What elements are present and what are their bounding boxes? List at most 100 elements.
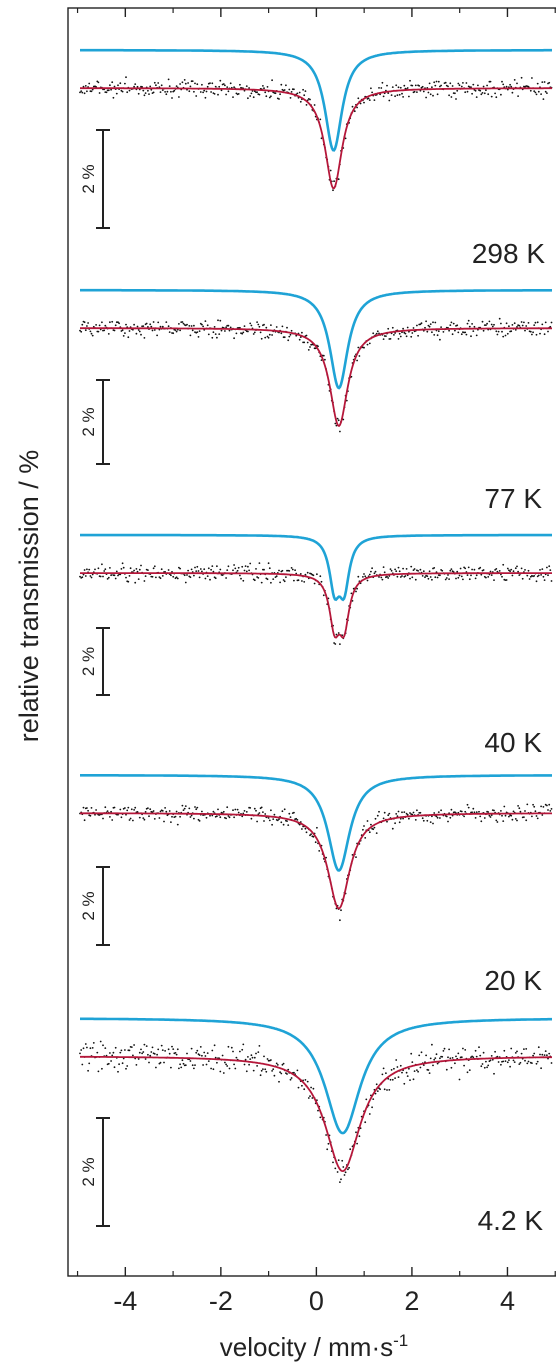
- data-point: [413, 1070, 416, 1072]
- data-point: [479, 1054, 482, 1057]
- data-point: [145, 1045, 148, 1047]
- data-point: [546, 566, 548, 569]
- data-point: [288, 812, 291, 815]
- data-point: [265, 1070, 268, 1073]
- data-point: [133, 809, 136, 811]
- data-point: [249, 1058, 252, 1060]
- data-point: [467, 566, 470, 569]
- data-point: [539, 569, 541, 571]
- data-point: [376, 330, 379, 333]
- data-point: [198, 820, 201, 822]
- data-point: [420, 1051, 423, 1054]
- data-point: [406, 813, 409, 816]
- data-point: [253, 579, 256, 582]
- data-point: [479, 815, 482, 818]
- data-point: [406, 87, 409, 89]
- data-point: [505, 579, 508, 581]
- data-point: [184, 1064, 187, 1067]
- scale-bar-label: 2 %: [79, 164, 98, 193]
- data-point: [184, 82, 187, 85]
- data-point: [390, 94, 393, 96]
- data-point: [128, 330, 131, 332]
- data-point: [189, 576, 192, 579]
- data-point: [318, 850, 321, 852]
- data-point: [504, 1060, 507, 1062]
- data-point: [478, 810, 480, 813]
- data-point: [477, 84, 479, 87]
- data-point: [198, 330, 201, 332]
- data-point: [219, 319, 222, 322]
- data-point: [240, 577, 242, 580]
- data-point: [174, 815, 177, 818]
- data-point: [178, 96, 180, 98]
- data-point: [283, 336, 286, 339]
- data-point: [312, 574, 315, 577]
- data-point: [413, 90, 416, 93]
- data-point: [88, 1062, 91, 1065]
- data-point: [420, 322, 423, 325]
- data-point: [516, 82, 518, 85]
- data-point: [237, 566, 240, 569]
- data-point: [482, 85, 485, 88]
- data-point: [170, 1066, 172, 1069]
- data-point: [414, 84, 417, 87]
- data-point: [193, 90, 195, 93]
- data-point: [82, 1047, 85, 1050]
- data-point: [180, 1066, 183, 1069]
- data-point: [253, 807, 256, 810]
- data-point: [228, 816, 231, 819]
- data-point: [367, 97, 370, 100]
- data-point: [502, 563, 505, 566]
- data-point: [296, 92, 299, 95]
- data-point: [416, 324, 418, 327]
- data-point: [517, 570, 519, 573]
- data-point: [393, 334, 395, 336]
- data-point: [132, 328, 134, 331]
- scale-bar-label: 2 %: [79, 891, 98, 920]
- data-point: [546, 804, 548, 807]
- data-point: [239, 574, 241, 577]
- data-point: [286, 326, 288, 329]
- data-point: [248, 569, 251, 572]
- data-point: [111, 81, 114, 84]
- data-point: [532, 803, 534, 806]
- data-point: [434, 321, 437, 324]
- data-point: [270, 95, 272, 98]
- data-point: [436, 1062, 439, 1065]
- data-point: [227, 815, 230, 817]
- data-point: [356, 1142, 358, 1145]
- data-point: [473, 325, 476, 328]
- data-point: [158, 576, 161, 578]
- data-point: [295, 817, 298, 820]
- data-point: [175, 810, 178, 813]
- data-point: [408, 95, 410, 98]
- data-point: [432, 822, 434, 825]
- data-point: [135, 568, 138, 570]
- temperature-label: 298 K: [472, 238, 545, 269]
- data-point: [228, 1067, 231, 1070]
- data-point: [482, 329, 485, 332]
- data-point: [437, 811, 440, 813]
- data-point: [125, 576, 127, 579]
- data-point: [462, 82, 464, 84]
- data-point: [421, 817, 424, 820]
- data-point: [399, 1064, 402, 1067]
- data-point: [174, 1052, 177, 1054]
- data-point: [312, 1087, 315, 1090]
- data-point: [535, 93, 538, 96]
- data-point: [411, 813, 414, 816]
- data-point: [531, 815, 533, 818]
- data-point: [247, 97, 249, 100]
- data-point: [501, 814, 503, 817]
- data-point: [264, 813, 267, 815]
- data-point: [163, 1061, 165, 1064]
- data-point: [225, 577, 228, 579]
- data-point: [386, 1089, 388, 1091]
- data-point: [175, 1053, 178, 1056]
- data-point: [176, 823, 179, 826]
- data-point: [544, 321, 547, 324]
- data-point: [524, 810, 526, 812]
- temperature-label: 20 K: [484, 965, 542, 996]
- data-point: [543, 579, 546, 581]
- data-point: [195, 808, 198, 811]
